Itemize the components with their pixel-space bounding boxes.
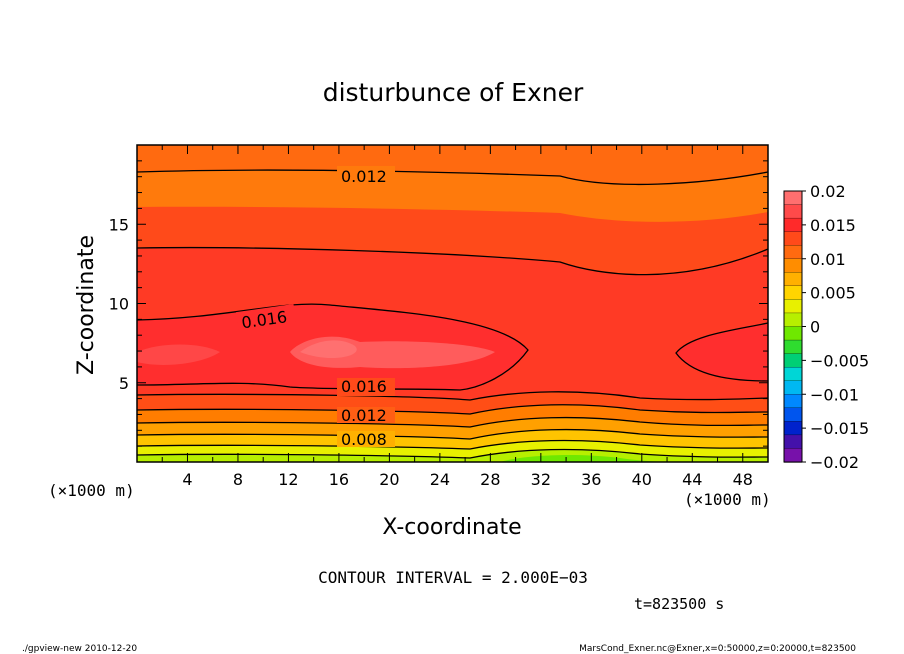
colorbar-cell <box>783 285 803 301</box>
colorbar-cell <box>783 299 803 314</box>
axis-ticks <box>137 145 768 462</box>
contour-line <box>137 246 768 276</box>
x-axis-title: X-coordinate <box>382 515 521 540</box>
y-tick-label: 10 <box>109 295 129 314</box>
x-tick-labels: 4 8 12 16 20 24 28 32 36 40 44 48 <box>182 470 753 489</box>
colorbar-cell <box>783 380 803 395</box>
colorbar-cell <box>783 448 803 463</box>
x-tick-label: 12 <box>278 470 298 489</box>
colorbar-tick-label: −0.015 <box>810 419 869 438</box>
x-tick-label: 48 <box>733 470 753 489</box>
y-tick-labels: 5 10 15 <box>109 215 129 393</box>
time-label: t=823500 s <box>634 595 724 613</box>
colorbar-cell <box>783 394 803 409</box>
colorbar-tick-label: −0.01 <box>810 385 859 404</box>
colorbar-cell <box>783 245 803 260</box>
colorbar-cell <box>783 190 803 206</box>
footer-right: MarsCond_Exner.nc@Exner,x=0:50000,z=0:20… <box>579 644 856 654</box>
footer-left: ./gpview-new 2010-12-20 <box>22 644 137 654</box>
colorbar-labels: 0.02 0.015 0.01 0.005 0 −0.005 −0.01 −0.015 −0.0… <box>802 182 869 472</box>
contour-fill <box>137 145 768 462</box>
contour-line <box>137 303 529 391</box>
x-tick-label: 8 <box>233 470 243 489</box>
x-unit-label: (×1000 m) <box>684 490 771 509</box>
x-tick-label: 40 <box>632 470 652 489</box>
colorbar-cell <box>783 258 803 273</box>
colorbar-cell <box>783 272 803 287</box>
contour-line <box>137 448 768 459</box>
contour-label: 0.012 <box>341 406 387 425</box>
x-tick-label: 44 <box>682 470 702 489</box>
colorbar-cell <box>783 231 803 246</box>
chart-title: disturbunce of Exner <box>323 78 584 107</box>
contour-line <box>137 416 768 428</box>
contour-labels: 0.012 0.016 0.016 0.012 0.008 <box>236 166 395 449</box>
contour-line <box>675 322 768 382</box>
colorbar-cell <box>783 366 803 382</box>
colorbar-cell <box>783 421 803 436</box>
colorbar-tick-label: −0.02 <box>810 453 859 472</box>
x-tick-label: 24 <box>430 470 450 489</box>
colorbar-tick-label: 0.005 <box>810 284 856 303</box>
contour-interval: CONTOUR INTERVAL = 2.000E−03 <box>318 568 588 587</box>
colorbar-cells <box>783 190 803 463</box>
colorbar-cell <box>783 217 803 233</box>
colorbar-tick-label: 0.01 <box>810 250 846 269</box>
x-tick-label: 36 <box>581 470 601 489</box>
colorbar-cell <box>783 407 803 422</box>
contour-lines <box>137 169 768 459</box>
colorbar-cell <box>783 326 803 341</box>
y-tick-label: 15 <box>109 215 129 234</box>
y-axis-title: Z-coordinate <box>74 235 99 375</box>
band-lower-000 <box>500 455 680 462</box>
contour-line <box>137 428 768 440</box>
plot-area: 0.012 0.016 0.016 0.012 0.008 <box>136 144 769 463</box>
colorbar-cell <box>783 434 803 450</box>
x-tick-label: 20 <box>379 470 399 489</box>
y-tick-label: 5 <box>119 374 129 393</box>
colorbar-tick-label: 0.015 <box>810 216 856 235</box>
colorbar-cell <box>783 353 803 368</box>
band-018-left <box>137 344 220 365</box>
x-tick-label: 28 <box>480 470 500 489</box>
x-tick-label: 16 <box>329 470 349 489</box>
contour-line <box>137 404 768 415</box>
y-unit-label: (×1000 m) <box>48 481 135 500</box>
contour-line <box>137 169 768 186</box>
contour-label: 0.008 <box>341 430 387 449</box>
x-tick-label: 4 <box>182 470 192 489</box>
colorbar-cell <box>783 339 803 355</box>
contour-label: 0.016 <box>341 377 387 396</box>
band-018-core2 <box>300 340 357 359</box>
colorbar-tick-label: 0 <box>810 318 820 337</box>
x-tick-label: 32 <box>531 470 551 489</box>
contour-line <box>137 391 768 401</box>
contour-label: 0.012 <box>341 167 387 186</box>
colorbar-tick-label: −0.005 <box>810 351 869 370</box>
colorbar: 0.02 0.015 0.01 0.005 0 −0.005 −0.01 −0.015 −0.0… <box>783 182 869 472</box>
colorbar-cell <box>783 312 803 328</box>
contour-line <box>137 439 768 450</box>
colorbar-tick-label: 0.02 <box>810 182 846 201</box>
colorbar-cell <box>783 204 803 219</box>
band-016-right <box>676 323 768 381</box>
